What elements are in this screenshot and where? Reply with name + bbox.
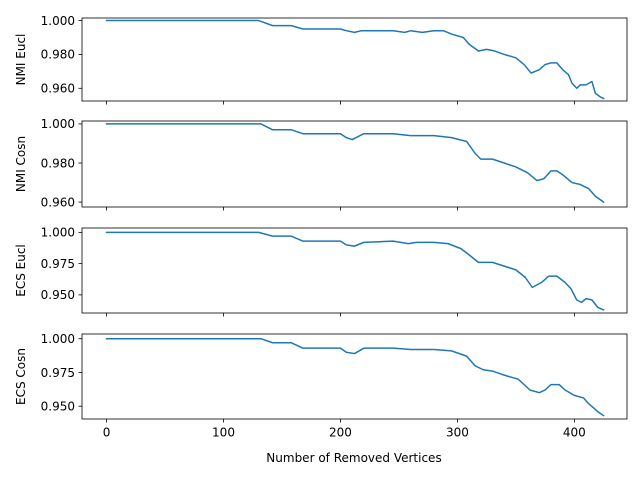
- x-tick-label: 100: [212, 426, 235, 440]
- x-tick-label: 200: [329, 426, 352, 440]
- y-axis-label: ECS Eucl: [14, 244, 28, 297]
- series-line-panel-1: [105, 19, 605, 100]
- series-line-panel-2: [105, 123, 605, 204]
- panel-4: 0.950 0.975 1.000 0 100 200 300 400 ECS Cosn: [14, 332, 628, 440]
- x-tick-label: 300: [446, 426, 469, 440]
- y-tick-label: 0.960: [41, 195, 75, 209]
- y-tick-label: 0.950: [41, 399, 75, 413]
- y-tick-label: 0.975: [41, 257, 75, 271]
- y-axis-label: NMI Cosn: [14, 136, 28, 192]
- panel-3: 0.950 0.975 1.000 ECS Eucl: [14, 226, 628, 317]
- subplot-stack: 0.960 0.980 1.000 NMI Eucl 0.960 0.980 1.000 NM…: [14, 14, 628, 440]
- y-tick-label: 0.980: [41, 48, 75, 62]
- series-line-panel-3: [105, 231, 605, 311]
- panel-2: 0.960 0.980 1.000 NMI Cosn: [14, 117, 628, 211]
- x-tick-label: 0: [103, 426, 111, 440]
- plot-frame: [81, 120, 628, 208]
- y-axis-label: ECS Cosn: [14, 348, 28, 405]
- y-axis-label: NMI Eucl: [14, 34, 28, 86]
- y-tick-label: 1.000: [41, 117, 75, 131]
- plot-frame: [81, 333, 628, 420]
- y-tick-label: 1.000: [41, 14, 75, 28]
- y-tick-label: 1.000: [41, 226, 75, 240]
- plot-frame: [81, 17, 628, 102]
- y-tick-label: 0.975: [41, 366, 75, 380]
- panel-1: 0.960 0.980 1.000 NMI Eucl: [14, 14, 628, 105]
- x-axis-label: Number of Removed Vertices: [266, 451, 441, 465]
- series-line-panel-4: [105, 337, 605, 417]
- plot-frame: [81, 227, 628, 314]
- y-tick-label: 0.960: [41, 82, 75, 96]
- y-tick-label: 0.950: [41, 288, 75, 302]
- x-tick-label: 400: [563, 426, 586, 440]
- y-tick-label: 1.000: [41, 332, 75, 346]
- y-tick-label: 0.980: [41, 156, 75, 170]
